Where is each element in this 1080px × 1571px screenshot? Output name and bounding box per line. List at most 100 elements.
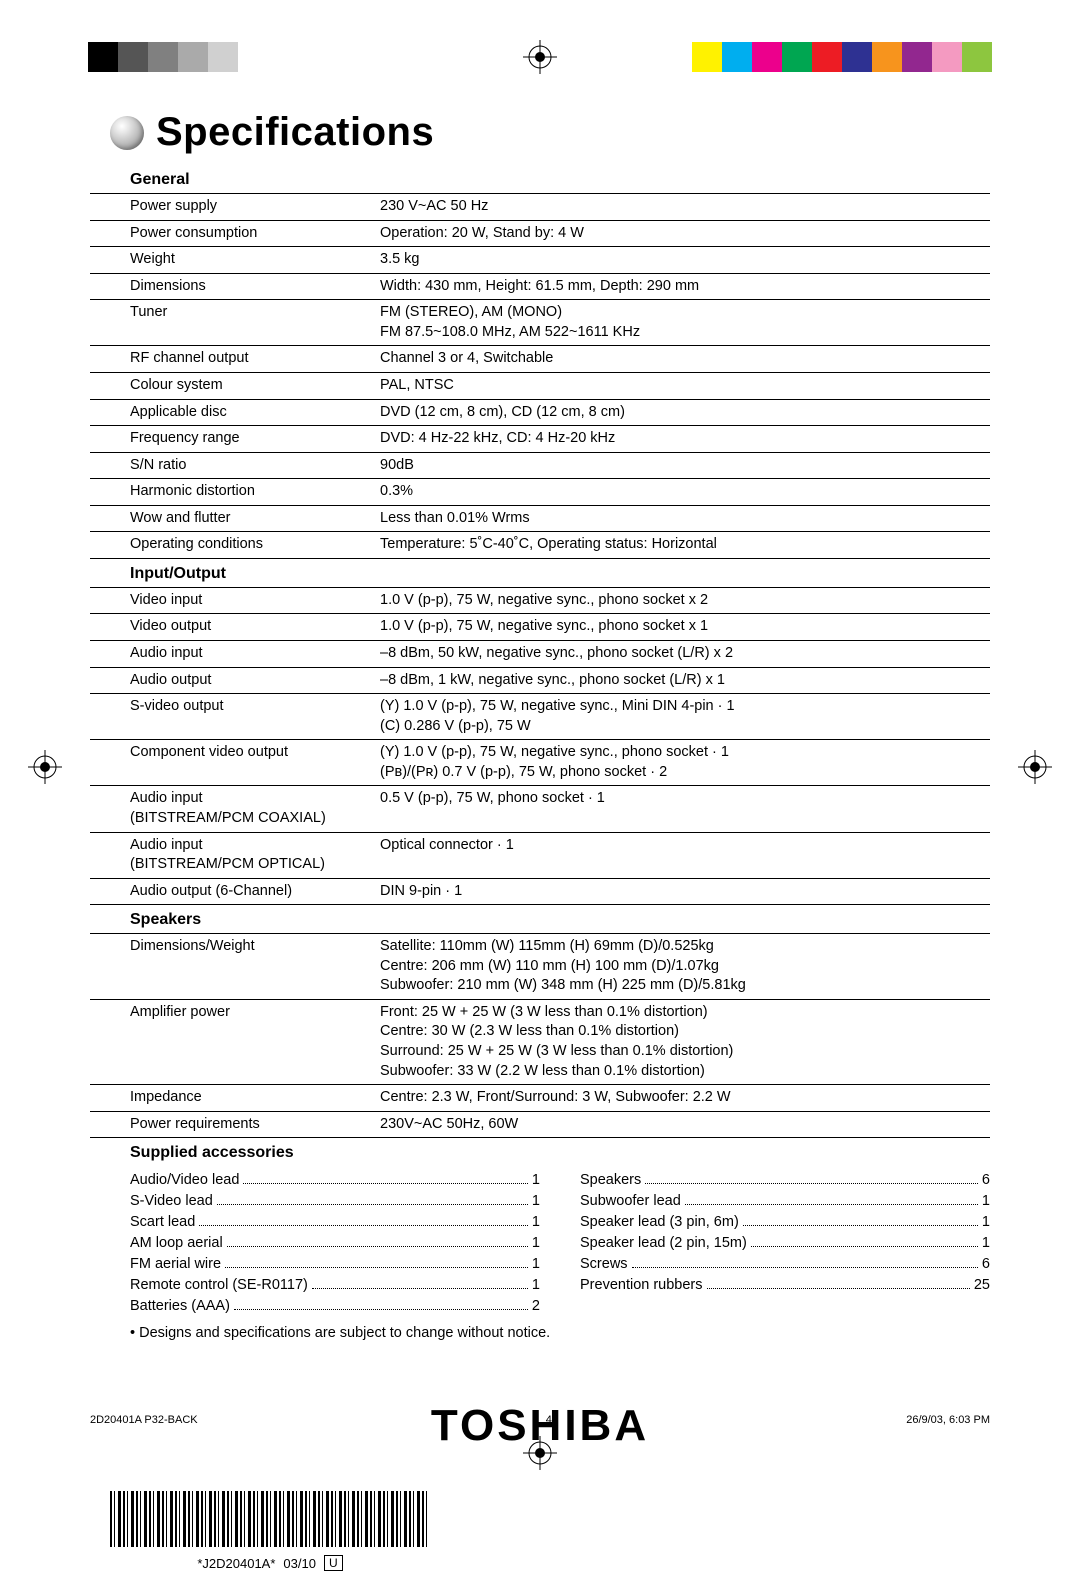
spec-value: Operation: 20 W, Stand by: 4 W bbox=[370, 220, 990, 247]
table-row: ImpedanceCentre: 2.3 W, Front/Surround: … bbox=[90, 1085, 990, 1112]
spec-value: 0.5 V (p-p), 75 W, phono socket · 1 bbox=[370, 786, 990, 832]
registration-mark-right bbox=[1018, 750, 1052, 784]
spec-key: Component video output bbox=[90, 740, 370, 786]
accessory-qty: 25 bbox=[974, 1275, 990, 1296]
section-header: Input/Output bbox=[90, 559, 990, 587]
spec-key: Amplifier power bbox=[90, 999, 370, 1084]
spec-key: Wow and flutter bbox=[90, 505, 370, 532]
table-row: Power consumptionOperation: 20 W, Stand … bbox=[90, 220, 990, 247]
accessory-name: Prevention rubbers bbox=[580, 1275, 703, 1296]
table-row: Component video output(Y) 1.0 V (p-p), 7… bbox=[90, 740, 990, 786]
accessory-qty: 1 bbox=[532, 1191, 540, 1212]
accessory-name: Speaker lead (2 pin, 15m) bbox=[580, 1233, 747, 1254]
leader-dots bbox=[685, 1204, 978, 1205]
footer-page: 40 bbox=[546, 1414, 558, 1426]
accessory-row: Prevention rubbers 25 bbox=[580, 1275, 990, 1296]
accessory-name: Speaker lead (3 pin, 6m) bbox=[580, 1212, 739, 1233]
section-header-accessories: Supplied accessories bbox=[90, 1138, 990, 1166]
accessory-row: Audio/Video lead 1 bbox=[130, 1170, 540, 1191]
registration-grayscale-bars bbox=[88, 42, 238, 72]
spec-key: S/N ratio bbox=[90, 452, 370, 479]
leader-dots bbox=[312, 1288, 528, 1289]
accessory-row: Scart lead 1 bbox=[130, 1212, 540, 1233]
footer-left: 2D20401A P32-BACK bbox=[90, 1414, 198, 1426]
spec-key: Colour system bbox=[90, 372, 370, 399]
registration-color-bars bbox=[692, 42, 992, 72]
registration-mark-top bbox=[523, 40, 557, 74]
spec-value: 1.0 V (p-p), 75 W, negative sync., phono… bbox=[370, 614, 990, 641]
spec-value: DIN 9-pin · 1 bbox=[370, 878, 990, 905]
accessory-qty: 1 bbox=[532, 1233, 540, 1254]
accessory-name: Screws bbox=[580, 1254, 628, 1275]
section-header: Speakers bbox=[90, 905, 990, 933]
spec-value: Satellite: 110mm (W) 115mm (H) 69mm (D)/… bbox=[370, 934, 990, 1000]
spec-key: Operating conditions bbox=[90, 532, 370, 559]
spec-table: Dimensions/WeightSatellite: 110mm (W) 11… bbox=[90, 933, 990, 1138]
table-row: DimensionsWidth: 430 mm, Height: 61.5 mm… bbox=[90, 273, 990, 300]
table-row: Weight3.5 kg bbox=[90, 247, 990, 274]
spec-table: Power supply230 V~AC 50 HzPower consumpt… bbox=[90, 193, 990, 559]
leader-dots bbox=[243, 1183, 528, 1184]
accessory-qty: 1 bbox=[532, 1170, 540, 1191]
leader-dots bbox=[645, 1183, 978, 1184]
spec-value: Temperature: 5˚C-40˚C, Operating status:… bbox=[370, 532, 990, 559]
spec-key: Tuner bbox=[90, 300, 370, 346]
spec-value: 0.3% bbox=[370, 479, 990, 506]
accessory-row: Remote control (SE-R0117) 1 bbox=[130, 1275, 540, 1296]
spec-key: Impedance bbox=[90, 1085, 370, 1112]
table-row: Video output1.0 V (p-p), 75 W, negative … bbox=[90, 614, 990, 641]
accessory-row: S-Video lead 1 bbox=[130, 1191, 540, 1212]
spec-value: Front: 25 W + 25 W (3 W less than 0.1% d… bbox=[370, 999, 990, 1084]
table-row: Amplifier powerFront: 25 W + 25 W (3 W l… bbox=[90, 999, 990, 1084]
table-row: Power requirements230V~AC 50Hz, 60W bbox=[90, 1111, 990, 1138]
table-row: Power supply230 V~AC 50 Hz bbox=[90, 194, 990, 221]
spec-value: FM (STEREO), AM (MONO)FM 87.5~108.0 MHz,… bbox=[370, 300, 990, 346]
table-row: Audio output–8 dBm, 1 kW, negative sync.… bbox=[90, 667, 990, 694]
table-row: Wow and flutterLess than 0.01% Wrms bbox=[90, 505, 990, 532]
accessory-qty: 1 bbox=[982, 1212, 990, 1233]
barcode-block: *J2D20401A* 03/10 U bbox=[110, 1491, 430, 1571]
spec-value: (Y) 1.0 V (p-p), 75 W, negative sync., p… bbox=[370, 740, 990, 786]
table-row: S/N ratio90dB bbox=[90, 452, 990, 479]
spec-value: (Y) 1.0 V (p-p), 75 W, negative sync., M… bbox=[370, 694, 990, 740]
brand-logo: TOSHIBA bbox=[90, 1401, 990, 1451]
spec-table: Video input1.0 V (p-p), 75 W, negative s… bbox=[90, 587, 990, 905]
spec-key: Dimensions bbox=[90, 273, 370, 300]
spec-value: 230V~AC 50Hz, 60W bbox=[370, 1111, 990, 1138]
leader-dots bbox=[217, 1204, 528, 1205]
leader-dots bbox=[225, 1267, 528, 1268]
table-row: S-video output(Y) 1.0 V (p-p), 75 W, neg… bbox=[90, 694, 990, 740]
spec-key: Power supply bbox=[90, 194, 370, 221]
spec-value: 230 V~AC 50 Hz bbox=[370, 194, 990, 221]
table-row: TunerFM (STEREO), AM (MONO)FM 87.5~108.0… bbox=[90, 300, 990, 346]
barcode-box: U bbox=[324, 1555, 343, 1571]
accessory-row: Speakers 6 bbox=[580, 1170, 990, 1191]
leader-dots bbox=[227, 1246, 528, 1247]
barcode-text: *J2D20401A* bbox=[197, 1556, 275, 1571]
barcode-icon bbox=[110, 1491, 430, 1547]
registration-mark-left bbox=[28, 750, 62, 784]
accessory-name: Remote control (SE-R0117) bbox=[130, 1275, 308, 1296]
spec-key: Frequency range bbox=[90, 426, 370, 453]
accessory-name: FM aerial wire bbox=[130, 1254, 221, 1275]
page-footer: 2D20401A P32-BACK 40 26/9/03, 6:03 PM bbox=[90, 1414, 990, 1426]
spec-key: Harmonic distortion bbox=[90, 479, 370, 506]
spec-key: Audio input(BITSTREAM/PCM OPTICAL) bbox=[90, 832, 370, 878]
accessory-name: Speakers bbox=[580, 1170, 641, 1191]
note-text: • Designs and specifications are subject… bbox=[90, 1317, 990, 1341]
spec-key: Dimensions/Weight bbox=[90, 934, 370, 1000]
accessory-row: Screws 6 bbox=[580, 1254, 990, 1275]
accessory-row: Batteries (AAA) 2 bbox=[130, 1296, 540, 1317]
accessory-name: Batteries (AAA) bbox=[130, 1296, 230, 1317]
accessory-row: Subwoofer lead 1 bbox=[580, 1191, 990, 1212]
barcode-rev: 03/10 bbox=[283, 1556, 316, 1571]
accessory-row: FM aerial wire 1 bbox=[130, 1254, 540, 1275]
table-row: Audio input(BITSTREAM/PCM COAXIAL)0.5 V … bbox=[90, 786, 990, 832]
section-header: General bbox=[90, 165, 990, 193]
spec-value: PAL, NTSC bbox=[370, 372, 990, 399]
table-row: Audio input(BITSTREAM/PCM OPTICAL)Optica… bbox=[90, 832, 990, 878]
accessory-qty: 1 bbox=[982, 1233, 990, 1254]
spec-value: DVD: 4 Hz-22 kHz, CD: 4 Hz-20 kHz bbox=[370, 426, 990, 453]
accessory-qty: 1 bbox=[532, 1254, 540, 1275]
accessory-name: Scart lead bbox=[130, 1212, 195, 1233]
